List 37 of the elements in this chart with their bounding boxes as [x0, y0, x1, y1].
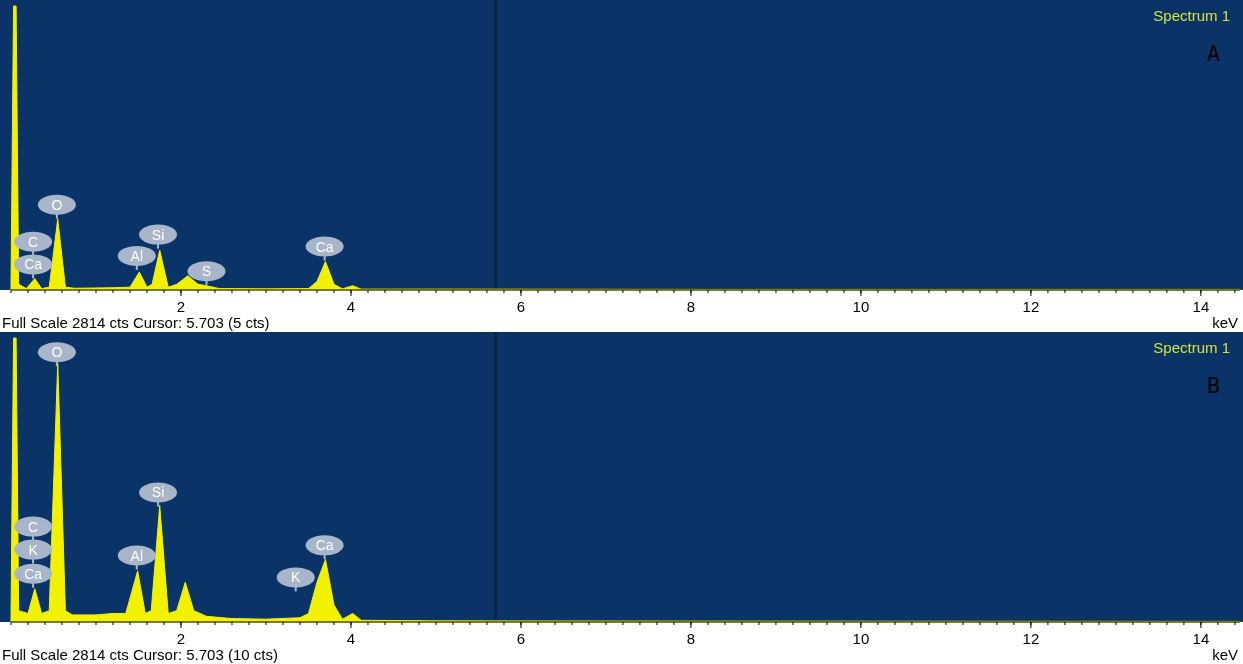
x-tick-label: 4 — [346, 298, 356, 315]
x-axis-title: keV — [1212, 314, 1238, 331]
annotation: C — [28, 233, 39, 250]
x-tick-label: 6 — [516, 630, 526, 647]
text: B — [1206, 373, 1220, 398]
annotation: K — [291, 569, 302, 586]
text: A — [1206, 41, 1220, 66]
annotation: Al — [130, 247, 144, 264]
chart-title: Spectrum 1 — [1153, 339, 1230, 356]
x-tick-label: 10 — [852, 630, 870, 647]
annotation: O — [51, 196, 63, 213]
x-tick-label: 12 — [1022, 298, 1040, 315]
annotation: Ca — [315, 238, 334, 255]
annotation: Si — [151, 484, 165, 501]
annotation: Al — [130, 547, 144, 564]
annotation: C — [28, 518, 39, 535]
x-tick-label: 8 — [686, 630, 696, 647]
text: Full Scale 2814 cts Cursor: 5.703 (5 cts) — [2, 314, 270, 331]
annotation: Si — [151, 226, 165, 243]
annotation: Ca — [24, 256, 43, 273]
x-tick-label: 2 — [176, 630, 186, 647]
x-tick-label: 8 — [686, 298, 696, 315]
annotation: S — [201, 263, 212, 280]
annotation: Ca — [24, 565, 43, 582]
annotation: Ca — [315, 537, 334, 554]
x-tick-label: 4 — [346, 630, 356, 647]
annotation: O — [51, 344, 63, 361]
x-tick-label: 10 — [852, 298, 870, 315]
x-axis-title: keV — [1212, 646, 1238, 663]
x-tick-label: 12 — [1022, 630, 1040, 647]
x-tick-label: 14 — [1192, 630, 1210, 647]
x-tick-label: 6 — [516, 298, 526, 315]
text: Full Scale 2814 cts Cursor: 5.703 (10 cts) — [2, 646, 278, 663]
chart-title: Spectrum 1 — [1153, 7, 1230, 24]
x-tick-label: 2 — [176, 298, 186, 315]
x-tick-label: 14 — [1192, 298, 1210, 315]
annotation: K — [28, 541, 39, 558]
